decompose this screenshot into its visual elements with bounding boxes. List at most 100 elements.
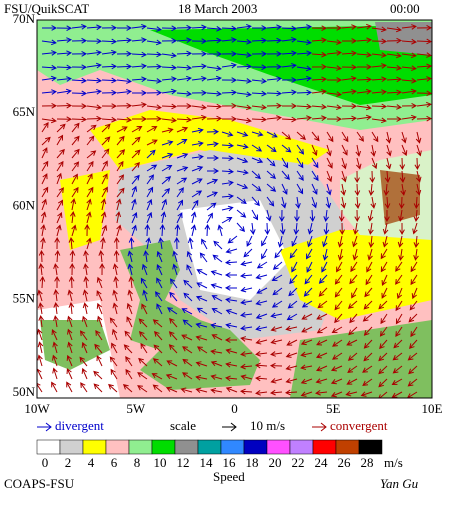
wind-vector [195, 295, 208, 302]
wind-vector [161, 188, 171, 198]
wind-vector [191, 50, 208, 57]
wind-vector [240, 272, 253, 279]
wind-vector [281, 103, 298, 109]
wind-vector [386, 116, 403, 122]
wind-vector [386, 26, 402, 33]
wind-vector [221, 116, 238, 122]
wind-vector [316, 326, 328, 334]
wind-vector [176, 152, 189, 159]
lon-label: 0 [231, 401, 238, 416]
wind-vector [399, 157, 406, 171]
wind-vector [311, 51, 328, 58]
wind-vector [110, 368, 118, 380]
wind-vector [176, 139, 188, 146]
wind-vector [398, 196, 405, 210]
wind-vector [294, 209, 300, 223]
wind-vector [131, 37, 147, 43]
wind-vector [243, 248, 253, 258]
wind-vector [116, 117, 132, 123]
colorbar-swatch [220, 439, 245, 455]
wind-vector [141, 263, 148, 276]
map-frame [36, 19, 433, 399]
wind-vector [146, 126, 158, 133]
wind-vector [396, 287, 403, 300]
wind-vector [240, 260, 253, 267]
wind-vector [296, 89, 313, 96]
wind-vector [401, 24, 417, 30]
wind-vector [83, 263, 89, 276]
wind-vector [182, 358, 193, 367]
wind-vector [146, 149, 156, 159]
lat-label: 55N [13, 291, 36, 306]
wind-vector [221, 217, 233, 224]
wind-vector [371, 117, 387, 124]
wind-vector [161, 198, 168, 211]
wind-vector [236, 38, 252, 45]
wind-vector [161, 164, 173, 172]
wind-vector [300, 351, 313, 358]
wind-vector [161, 88, 177, 95]
wind-vector [386, 65, 402, 71]
wind-vector [415, 131, 422, 144]
wind-vector [316, 339, 328, 346]
source: FSU/QuikSCAT [4, 1, 89, 16]
wind-vector [210, 387, 223, 394]
wind-vector [221, 180, 234, 186]
wind-vector [161, 117, 177, 123]
wind-vector [56, 224, 62, 237]
wind-vector [112, 263, 119, 276]
wind-vector [340, 183, 347, 196]
wind-vector [266, 157, 276, 167]
wind-vector [86, 186, 94, 198]
wind-vector [301, 326, 313, 333]
wind-vector [401, 88, 417, 95]
wind-vector [225, 309, 238, 315]
wind-vector [116, 174, 125, 185]
wind-vector [176, 64, 193, 71]
wind-vector [316, 365, 328, 372]
wind-vector [356, 51, 372, 58]
wind-vector [221, 89, 238, 96]
lon-label: 5W [126, 401, 146, 416]
wind-vector [206, 75, 222, 82]
wind-vector [385, 131, 392, 144]
wind-vector [56, 134, 64, 146]
wind-vector [240, 286, 253, 293]
wind-vector [279, 209, 285, 223]
wind-vector [236, 209, 247, 218]
wind-vector [221, 155, 235, 162]
wind-vector [250, 222, 256, 235]
wind-vector [301, 300, 313, 308]
wind-vector [127, 289, 133, 302]
wind-vector [255, 390, 268, 396]
wind-vector [296, 50, 312, 57]
wind-vector [363, 339, 373, 349]
wind-vector [56, 160, 64, 172]
wind-vector [416, 115, 432, 122]
wind-vector [371, 131, 379, 143]
wind-vector [224, 259, 238, 266]
wind-vector [296, 75, 312, 82]
wind-vector [94, 343, 103, 354]
wind-vector [221, 37, 237, 43]
wind-vector [326, 91, 342, 97]
wind-vector [416, 76, 432, 82]
wind-vector [317, 300, 328, 309]
wind-vector [356, 157, 362, 170]
wind-vector [255, 339, 268, 345]
wind-vector [356, 37, 372, 44]
wind-vector [415, 183, 422, 196]
wind-vector [251, 104, 267, 110]
signature: Yan Gu [380, 476, 419, 491]
wind-vector [311, 115, 327, 121]
wind-vector [251, 51, 268, 57]
wind-vector [71, 161, 80, 172]
wind-vector [334, 300, 343, 311]
wind-vector [266, 90, 283, 97]
wind-vector [398, 248, 404, 261]
wind-vector [71, 37, 88, 44]
wind-vector [146, 139, 158, 146]
wind-vector [221, 25, 238, 32]
wind-vector [41, 39, 57, 46]
wind-vector [341, 88, 357, 95]
